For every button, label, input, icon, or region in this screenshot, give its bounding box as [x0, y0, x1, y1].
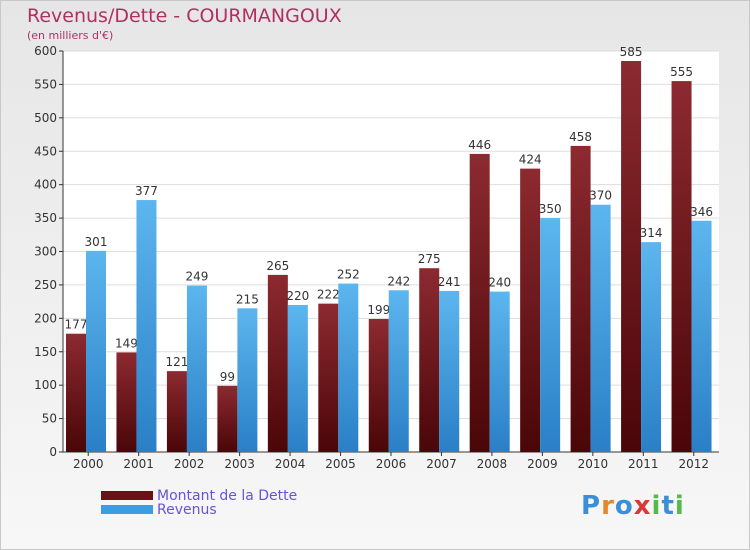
bar-revenus-2006 [388, 290, 409, 452]
data-label-dette-2007: 275 [418, 252, 441, 266]
data-label-revenus-2004: 220 [286, 289, 309, 303]
bar-dette-2003 [217, 385, 238, 452]
x-tick-label-2006: 2006 [376, 457, 407, 471]
legend-label-dette: Montant de la Dette [157, 488, 298, 504]
data-label-revenus-2007: 241 [438, 275, 461, 289]
y-tick-label: 600 [34, 44, 57, 58]
y-tick-label: 450 [34, 144, 57, 158]
data-label-dette-2010: 458 [569, 130, 592, 144]
bar-dette-2004 [267, 274, 288, 452]
y-tick-label: 150 [34, 345, 57, 359]
logo-letter: o [614, 491, 634, 521]
bar-dette-2010 [570, 145, 591, 453]
y-tick-label: 300 [34, 245, 57, 259]
x-tick-label-2008: 2008 [477, 457, 508, 471]
y-tick-label: 500 [34, 111, 57, 125]
data-label-revenus-2010: 370 [589, 189, 612, 203]
y-tick-label: 350 [34, 211, 57, 225]
data-label-revenus-2006: 242 [387, 274, 410, 288]
logo-letter: t [661, 491, 675, 521]
bar-dette-2007 [419, 268, 440, 452]
bar-dette-2001 [116, 352, 137, 452]
bar-revenus-2011 [641, 242, 662, 452]
y-tick-label: 50 [42, 412, 57, 426]
data-label-dette-2011: 585 [620, 45, 643, 59]
bar-dette-2005 [318, 303, 339, 452]
chart-title: Revenus/Dette - COURMANGOUX [27, 5, 342, 27]
x-tick-label-2009: 2009 [527, 457, 558, 471]
data-label-revenus-2000: 301 [85, 235, 108, 249]
bar-revenus-2008 [489, 291, 510, 452]
bar-revenus-2000 [86, 250, 106, 452]
logo-letter: P [581, 491, 602, 521]
bar-revenus-2005 [338, 283, 359, 452]
x-tick-label-2010: 2010 [578, 457, 609, 471]
data-label-dette-2004: 265 [266, 259, 289, 273]
logo-letter: r [601, 491, 615, 521]
y-tick-label: 0 [49, 445, 57, 459]
x-tick-label-2004: 2004 [275, 457, 306, 471]
y-tick-label: 250 [34, 278, 57, 292]
bar-revenus-2009 [540, 218, 561, 452]
data-label-dette-2003: 99 [220, 370, 235, 384]
data-label-dette-2001: 149 [115, 336, 138, 350]
bar-dette-2011 [621, 61, 642, 453]
data-label-revenus-2012: 346 [690, 205, 713, 219]
logo-letter: x [633, 491, 652, 521]
x-tick-label-2000: 2000 [73, 457, 104, 471]
data-label-revenus-2001: 377 [135, 184, 158, 198]
data-label-revenus-2009: 350 [539, 202, 562, 216]
logo-letter: i [674, 491, 685, 521]
data-label-revenus-2005: 252 [337, 268, 360, 282]
data-label-dette-2009: 424 [519, 153, 542, 167]
y-tick-label: 200 [34, 311, 57, 325]
bar-dette-2006 [368, 319, 389, 452]
bar-revenus-2004 [287, 304, 308, 452]
x-tick-label-2007: 2007 [426, 457, 457, 471]
bar-revenus-2001 [136, 200, 157, 452]
y-tick-label: 100 [34, 378, 57, 392]
bar-dette-2008 [469, 153, 490, 452]
legend-swatch-revenus [101, 505, 153, 514]
data-label-dette-2002: 121 [165, 355, 188, 369]
x-tick-label-2002: 2002 [174, 457, 205, 471]
x-tick-label-2003: 2003 [224, 457, 255, 471]
legend-label-revenus: Revenus [157, 502, 217, 518]
bar-revenus-2012 [691, 220, 712, 452]
y-tick-label: 400 [34, 178, 57, 192]
data-label-dette-2005: 222 [317, 288, 340, 302]
y-tick-label: 550 [34, 77, 57, 91]
bar-dette-2009 [520, 168, 541, 453]
x-tick-label-2012: 2012 [678, 457, 709, 471]
proxiti-logo: Proxiti [581, 491, 685, 521]
x-tick-label-2001: 2001 [123, 457, 154, 471]
data-label-revenus-2011: 314 [640, 226, 663, 240]
data-label-dette-2000: 177 [65, 318, 88, 332]
data-label-dette-2012: 555 [670, 65, 693, 79]
bar-revenus-2010 [590, 204, 611, 452]
bar-dette-2000 [66, 333, 86, 452]
bar-revenus-2007 [439, 290, 460, 452]
data-label-revenus-2002: 249 [185, 270, 208, 284]
x-tick-label-2011: 2011 [628, 457, 659, 471]
legend-swatch-dette [101, 491, 153, 500]
logo-letter: i [651, 491, 662, 521]
data-label-revenus-2008: 240 [488, 276, 511, 290]
chart-subtitle: (en milliers d'€) [27, 29, 114, 42]
bar-dette-2012 [671, 81, 692, 452]
data-label-dette-2006: 199 [367, 303, 390, 317]
data-label-dette-2008: 446 [468, 138, 491, 152]
data-label-revenus-2003: 215 [236, 292, 259, 306]
bar-revenus-2002 [186, 285, 207, 452]
bar-revenus-2003 [237, 308, 258, 452]
bar-dette-2002 [166, 371, 187, 452]
x-tick-label-2005: 2005 [325, 457, 356, 471]
